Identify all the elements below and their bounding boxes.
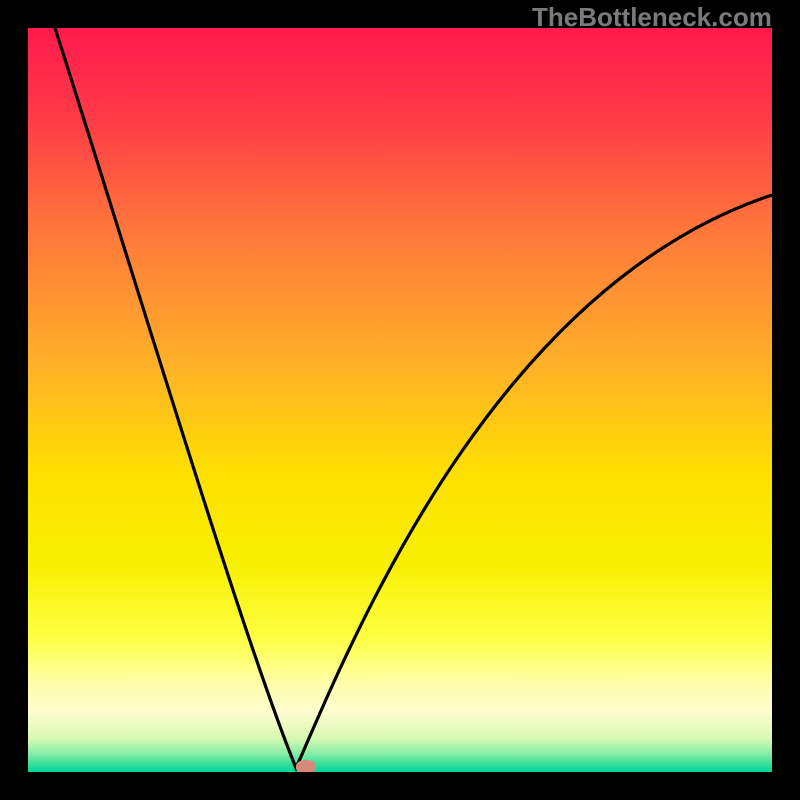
optimum-marker (296, 760, 316, 772)
curve-path (55, 28, 772, 768)
plot-area (28, 28, 772, 772)
bottleneck-curve (28, 28, 772, 772)
chart-frame: TheBottleneck.com (0, 0, 800, 800)
watermark-text: TheBottleneck.com (532, 2, 772, 33)
